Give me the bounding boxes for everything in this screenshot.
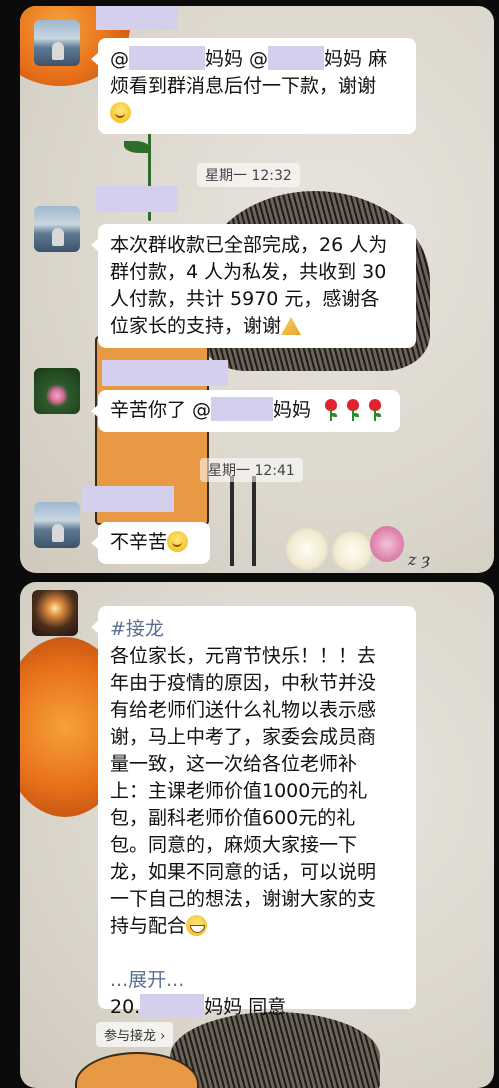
message-bubble[interactable]: 辛苦你了 @ 妈妈 — [91, 390, 400, 432]
redacted-name — [140, 994, 205, 1018]
redacted-name — [268, 46, 325, 70]
hair-drawing-decoration — [170, 1012, 380, 1088]
pray-emoji-icon — [281, 317, 302, 335]
message-text: 烦看到群消息后付一下款，谢谢 — [110, 75, 377, 97]
message-text: 各位家长，元宵节快乐！！！去 — [110, 645, 377, 667]
message-text: 谢，马上中考了，家委会成员商 — [110, 726, 377, 748]
white-flower-decoration — [332, 531, 372, 571]
redacted-sender-name — [102, 360, 228, 386]
redacted-sender-name — [96, 6, 178, 30]
join-solitaire-button[interactable]: 参与接龙 › — [96, 1022, 174, 1047]
message-text: 群付款，4 人为私发，共收到 30 — [110, 261, 387, 283]
redacted-name — [129, 46, 205, 70]
message-text: 辛苦你了 @ — [110, 399, 212, 421]
message-text: 一下自己的想法，谢谢大家的支 — [110, 888, 377, 910]
leaf-decoration — [124, 141, 150, 153]
message-bubble[interactable]: #接龙 各位家长，元宵节快乐！！！去 年由于疫情的原因，中秋节并没 有给老师们送… — [91, 606, 416, 1018]
solitaire-entry-prefix: 20. — [110, 996, 141, 1018]
message-text: 量一致，这一次给各位老师补 — [110, 753, 358, 775]
flower-stem-decoration — [148, 126, 151, 221]
message-text: 不辛苦 — [110, 531, 168, 553]
avatar[interactable] — [34, 206, 80, 252]
message-text: 妈妈 — [273, 399, 312, 421]
solitaire-entry-text: 妈妈 同意 — [204, 996, 287, 1018]
redacted-sender-name — [82, 486, 174, 512]
expand-link[interactable]: ...展开... — [110, 969, 185, 991]
message-text: 位家长的支持，谢谢 — [110, 315, 282, 337]
pink-flower-decoration — [370, 526, 404, 562]
chat-screenshot-top: z ȝ @ 妈妈 @ 妈妈 麻 烦看到群消息后付一下款，谢谢 星期一 12:32 本… — [20, 6, 494, 573]
message-text: 人付款，共计 5970 元，感谢各 — [110, 288, 380, 310]
message-text: 本次群收款已全部完成，26 人为 — [110, 234, 388, 256]
message-text: 包，副科老师价值600元的礼 — [110, 807, 356, 829]
message-bubble[interactable]: 不辛苦 — [91, 522, 210, 564]
message-text: 龙，如果不同意的话，可以说明 — [110, 861, 377, 883]
avatar[interactable] — [34, 20, 80, 66]
message-text: @ — [110, 48, 129, 70]
timestamp: 星期一 12:32 — [197, 163, 300, 187]
avatar[interactable] — [32, 590, 78, 636]
message-bubble[interactable]: 本次群收款已全部完成，26 人为 群付款，4 人为私发，共收到 30 人付款，共… — [91, 224, 416, 348]
rose-emoji-icon — [345, 399, 361, 421]
rose-emoji-icon — [367, 399, 383, 421]
grin-emoji-icon — [186, 915, 208, 936]
solitaire-tag-link[interactable]: #接龙 — [110, 618, 164, 640]
message-text: 上：主课老师价值1000元的礼 — [110, 780, 368, 802]
message-bubble[interactable]: @ 妈妈 @ 妈妈 麻 烦看到群消息后付一下款，谢谢 — [91, 38, 416, 134]
redacted-name — [211, 397, 274, 421]
rose-emoji-icon — [323, 399, 339, 421]
redacted-sender-name — [96, 186, 178, 212]
avatar[interactable] — [34, 368, 80, 414]
message-text: 妈妈 麻 — [324, 48, 388, 70]
smile-emoji-icon — [110, 102, 131, 123]
message-text: 包。同意的，麻烦大家接一下 — [110, 834, 358, 856]
leg-drawing-decoration — [252, 476, 256, 566]
chat-screenshot-bottom: #接龙 各位家长，元宵节快乐！！！去 年由于疫情的原因，中秋节并没 有给老师们送… — [20, 582, 494, 1088]
white-flower-decoration — [286, 528, 328, 570]
artist-signature: z ȝ — [408, 550, 430, 569]
message-text: 年由于疫情的原因，中秋节并没 — [110, 672, 377, 694]
avatar[interactable] — [34, 502, 80, 548]
leg-drawing-decoration — [230, 476, 234, 566]
timestamp: 星期一 12:41 — [200, 458, 303, 482]
message-text: 有给老师们送什么礼物以表示感 — [110, 699, 377, 721]
message-text: 妈妈 @ — [205, 48, 269, 70]
smile-emoji-icon — [167, 531, 189, 552]
message-text: 持与配合 — [110, 915, 187, 937]
